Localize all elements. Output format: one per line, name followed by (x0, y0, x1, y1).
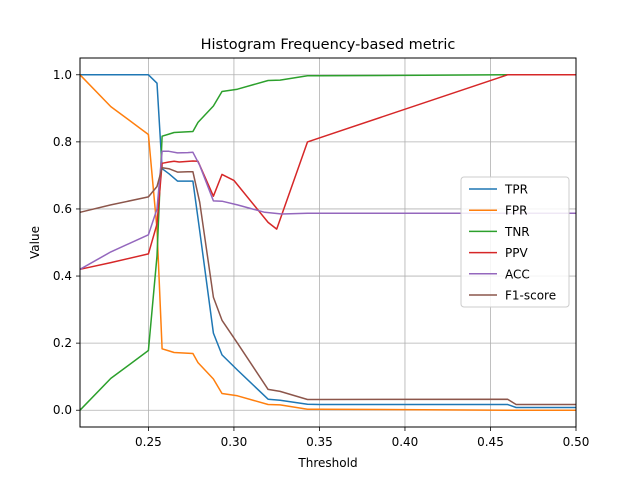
y-tick-label: 0.0 (53, 403, 72, 417)
x-tick-label: 0.50 (563, 435, 590, 449)
legend-label: ACC (505, 267, 530, 281)
legend-label: TPR (504, 183, 528, 197)
y-axis-label: Value (28, 226, 42, 259)
y-tick-label: 0.4 (53, 269, 72, 283)
legend-label: PPV (505, 246, 528, 260)
series-line-tpr (80, 74, 576, 409)
axis-ticks: 0.25 0.30 0.35 0.40 0.45 0.50 0.0 0.2 0.4 0.6 0.8 1… (53, 68, 589, 449)
x-tick-label: 0.40 (392, 435, 419, 449)
x-tick-label: 0.30 (221, 435, 248, 449)
y-tick-label: 0.8 (53, 135, 72, 149)
x-tick-label: 0.25 (135, 435, 162, 449)
y-tick-label: 0.6 (53, 202, 72, 216)
series-line-tnr (79, 74, 576, 411)
x-tick-label: 0.35 (306, 435, 333, 449)
legend-label: FPR (505, 204, 527, 218)
series-line-acc (79, 150, 576, 270)
series-line-f1-score (79, 166, 576, 406)
y-tick-label: 1.0 (53, 68, 72, 82)
x-tick-label: 0.45 (477, 435, 504, 449)
series-lines (79, 74, 576, 411)
legend-box (460, 176, 570, 308)
legend-label: F1-score (505, 289, 556, 303)
x-axis-label: Threshold (297, 456, 357, 470)
legend: TPR FPR TNR PPV ACC F1-score (460, 176, 570, 308)
y-tick-label: 0.2 (53, 336, 72, 350)
plot-frame (79, 57, 577, 428)
legend-label: TNR (504, 225, 530, 239)
chart-title: Histogram Frequency-based metric (201, 37, 456, 53)
